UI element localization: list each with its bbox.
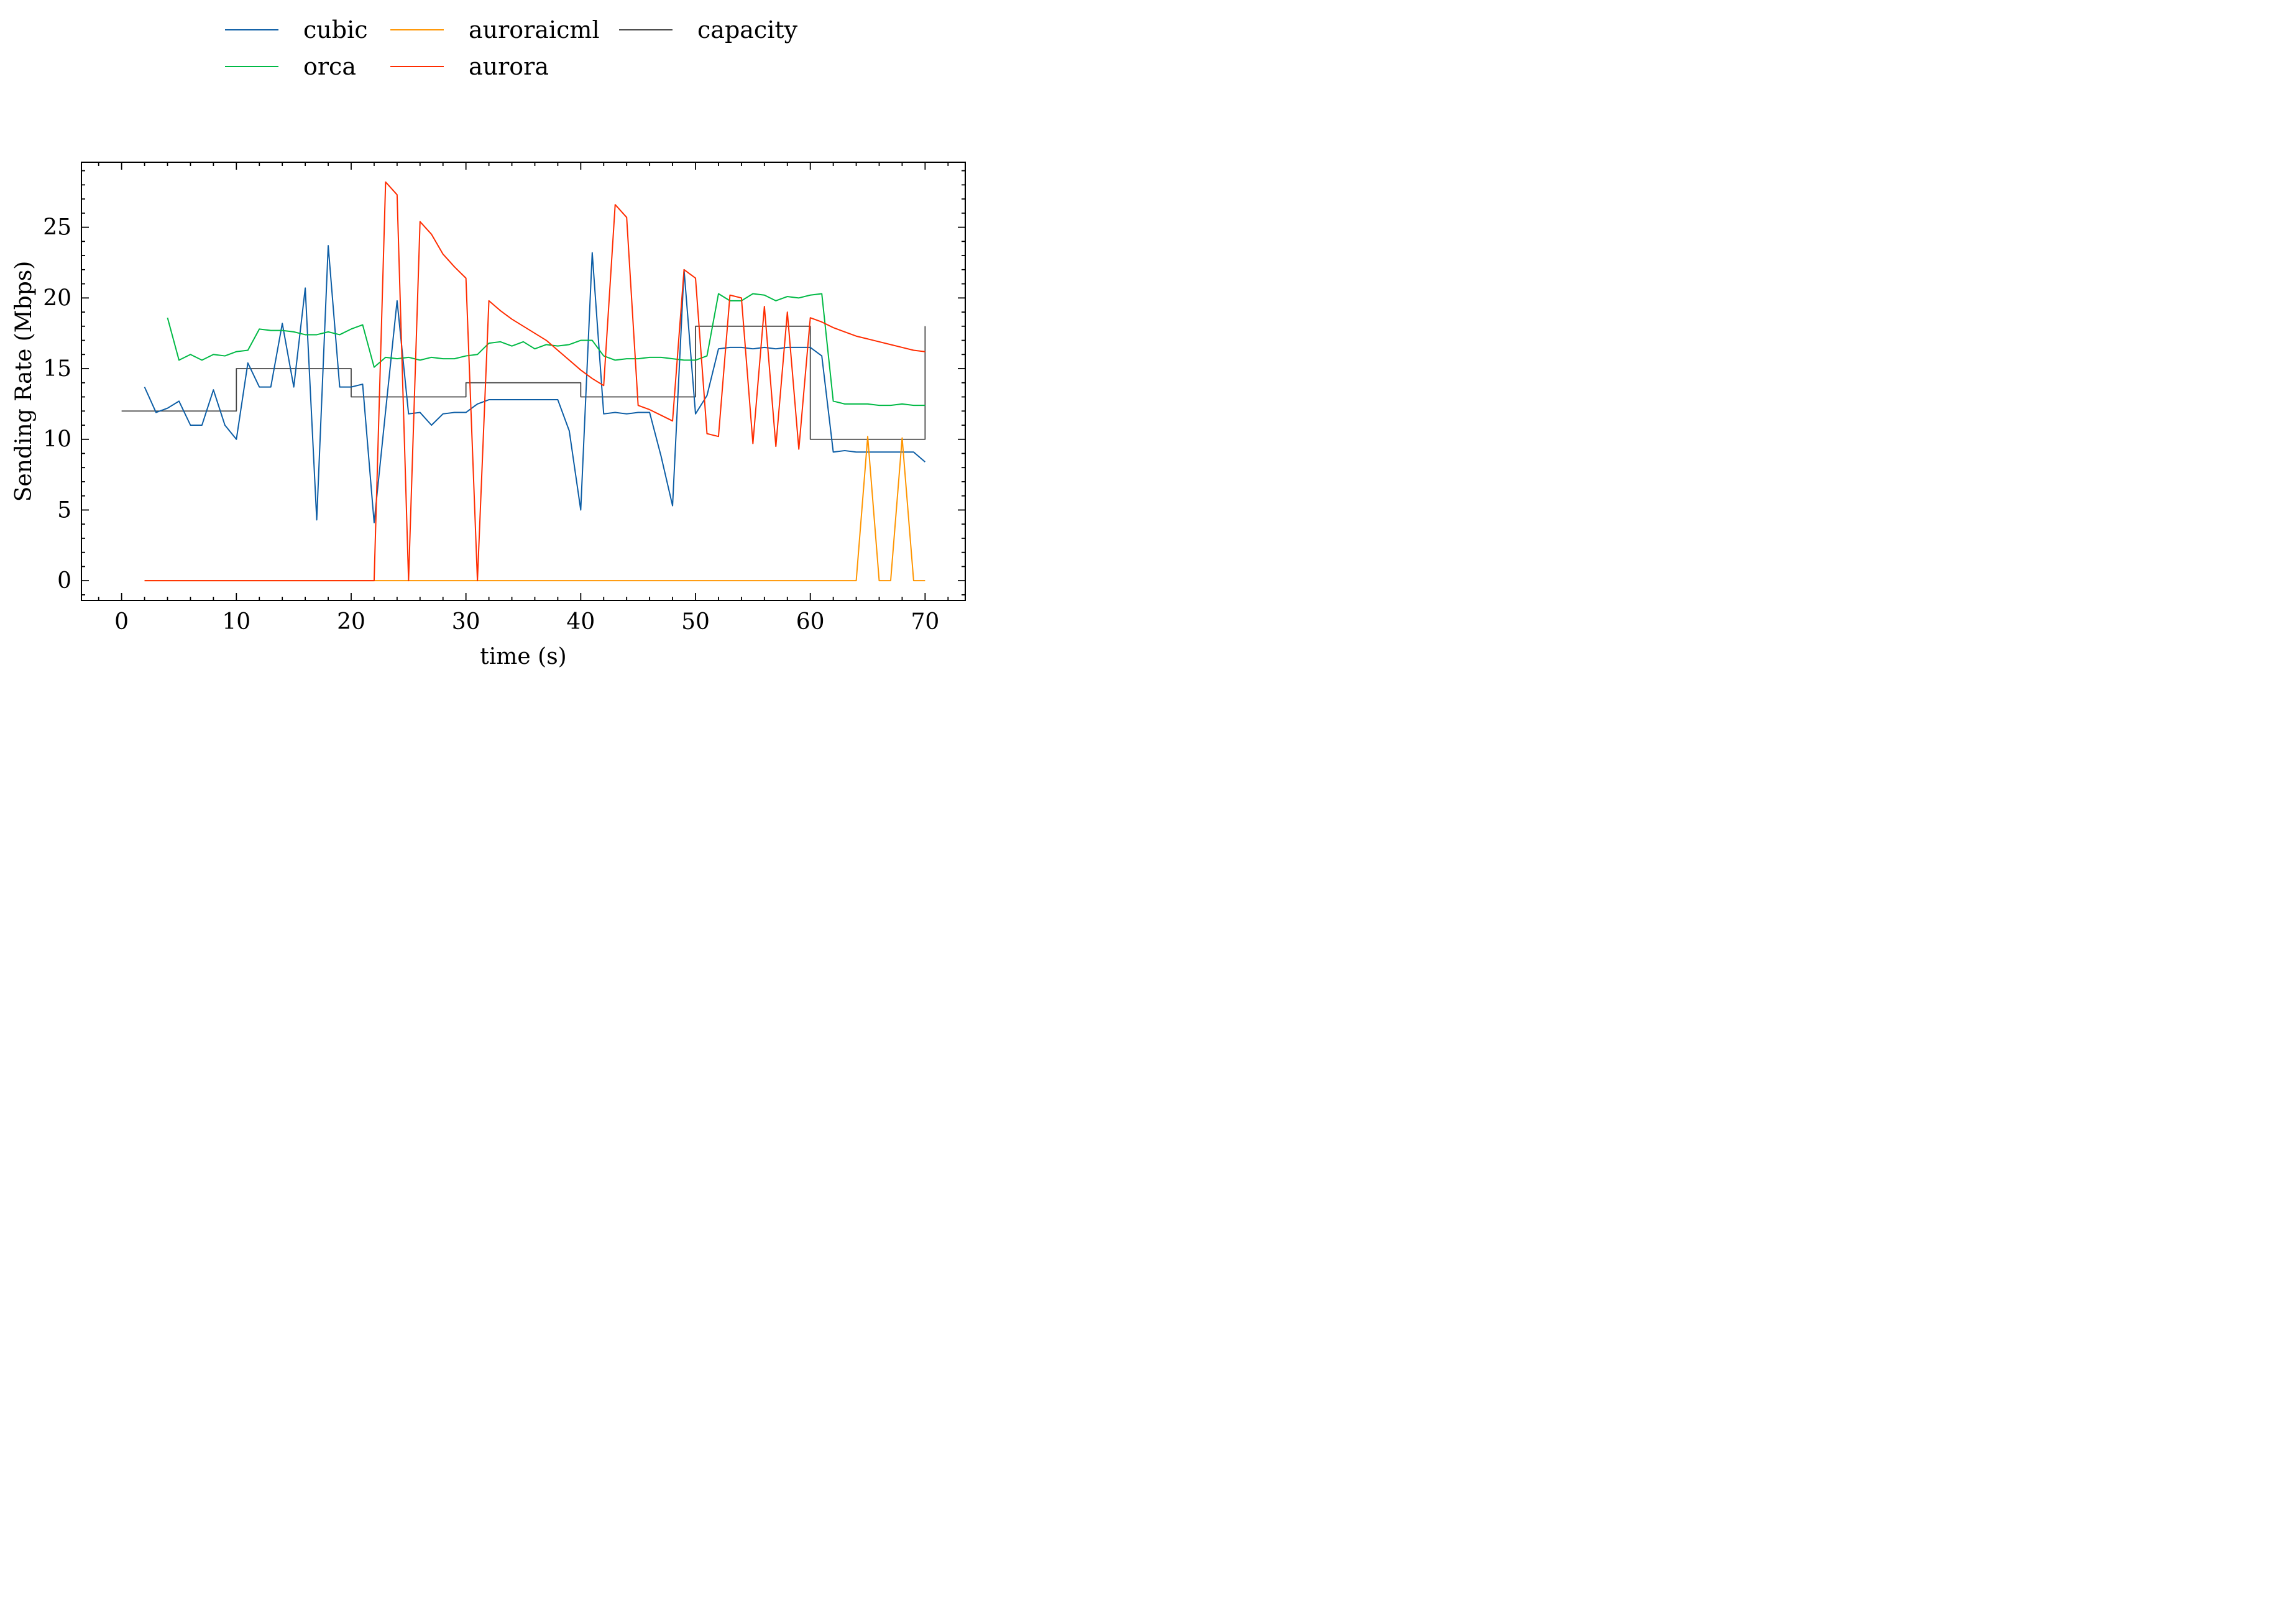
x-tick-label: 60 — [796, 609, 825, 635]
series-layer — [121, 181, 926, 582]
legend-item-auroraicml: auroraicml — [390, 16, 600, 44]
x-tick-label: 0 — [114, 609, 129, 635]
y-tick-label: 25 — [43, 215, 71, 241]
x-tick-label: 70 — [911, 609, 939, 635]
series-line-aurora — [144, 181, 925, 582]
x-tick-label: 30 — [452, 609, 480, 635]
legend-item-aurora: aurora — [390, 53, 549, 80]
legend-item-orca: orca — [225, 53, 356, 80]
legend-label-cubic: cubic — [303, 16, 368, 44]
series-line-auroraicml — [144, 436, 925, 582]
y-tick-labels: 0 5 10 15 20 25 — [43, 215, 71, 594]
y-tick-label: 0 — [57, 568, 71, 594]
y-tick-label: 15 — [43, 356, 71, 382]
plot-frame — [81, 162, 966, 601]
legend-item-cubic: cubic — [225, 16, 368, 44]
legend-label-aurora: aurora — [469, 53, 549, 80]
chart: cubic orca auroraicml aurora capacity 0 10 20 3… — [11, 16, 966, 669]
x-tick-label: 50 — [681, 609, 710, 635]
legend-label-auroraicml: auroraicml — [469, 16, 600, 44]
axis-ticks — [81, 162, 965, 600]
series-line-cubic — [144, 245, 926, 523]
legend-label-orca: orca — [303, 53, 356, 80]
y-tick-label: 5 — [57, 497, 71, 523]
legend-item-capacity: capacity — [619, 16, 798, 44]
series-line-orca — [167, 293, 925, 407]
y-tick-label: 20 — [43, 285, 71, 311]
y-tick-label: 10 — [43, 427, 71, 453]
x-tick-label: 10 — [222, 609, 250, 635]
x-tick-label: 40 — [566, 609, 595, 635]
x-tick-label: 20 — [337, 609, 365, 635]
y-axis-label: Sending Rate (Mbps) — [11, 261, 37, 502]
x-tick-labels: 0 10 20 30 40 50 60 70 — [114, 609, 939, 635]
x-axis-label: time (s) — [480, 644, 566, 669]
legend-label-capacity: capacity — [697, 16, 798, 44]
legend: cubic orca auroraicml aurora capacity — [225, 16, 798, 80]
